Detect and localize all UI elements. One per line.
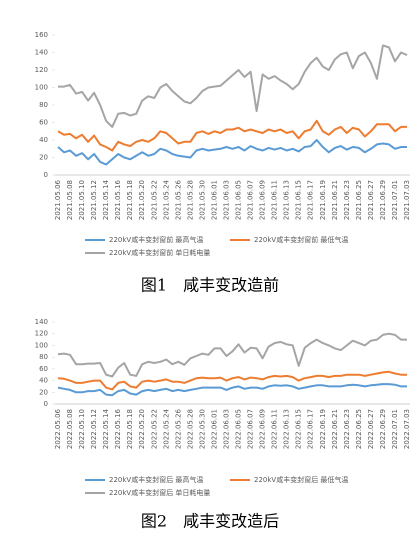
y-tick-label: 100 bbox=[35, 84, 48, 92]
x-tick-label: 2022.05.26 bbox=[174, 408, 182, 449]
x-tick-label: 2022.06.07 bbox=[247, 409, 255, 449]
series-line bbox=[58, 44, 408, 128]
x-tick-label: 2022.05.22 bbox=[150, 409, 158, 449]
y-tick-label: 40 bbox=[39, 136, 48, 144]
x-tick-label: 2021.05.30 bbox=[198, 180, 206, 220]
y-tick-label: 60 bbox=[39, 119, 48, 127]
x-tick-label: 2022.06.21 bbox=[331, 409, 339, 449]
x-tick-label: 2021.06.03 bbox=[222, 180, 230, 220]
x-tick-label: 2021.06.11 bbox=[271, 180, 279, 220]
x-tick-label: 2021.05.24 bbox=[162, 179, 170, 220]
legend-label: 220kV咸丰变封窗前 单日耗电量 bbox=[109, 248, 210, 257]
x-tick-label: 2021.06.17 bbox=[307, 180, 315, 220]
x-tick-label: 2022.05.20 bbox=[138, 409, 146, 449]
x-tick-label: 2021.06.15 bbox=[295, 180, 303, 220]
x-tick-label: 2022.05.14 bbox=[102, 408, 110, 449]
x-tick-label: 2021.05.18 bbox=[126, 180, 134, 220]
x-tick-label: 2021.05.06 bbox=[54, 179, 62, 220]
y-tick-label: 120 bbox=[35, 66, 48, 74]
x-tick-label: 2021.05.14 bbox=[102, 179, 110, 220]
x-tick-label: 2021.05.22 bbox=[150, 180, 158, 220]
x-tick-label: 2022.05.28 bbox=[186, 409, 194, 449]
legend-label: 220kV咸丰变封窗前 最高气温 bbox=[109, 235, 203, 244]
x-tick-label: 2021.06.19 bbox=[319, 180, 327, 220]
x-tick-label: 2021.06.29 bbox=[379, 180, 387, 220]
x-tick-label: 2022.05.10 bbox=[78, 409, 86, 449]
y-tick-label: 120 bbox=[35, 330, 48, 338]
x-tick-label: 2022.06.15 bbox=[295, 409, 303, 449]
y-tick-label: 160 bbox=[35, 31, 48, 39]
series-line bbox=[57, 383, 407, 397]
y-tick-label: 0 bbox=[44, 400, 48, 408]
x-tick-label: 2021.07.03 bbox=[403, 180, 411, 220]
y-tick-label: 20 bbox=[39, 388, 48, 396]
x-tick-label: 2022.06.11 bbox=[271, 409, 279, 449]
y-tick-label: 100 bbox=[35, 341, 48, 349]
x-tick-label: 2021.06.09 bbox=[259, 180, 267, 220]
x-tick-label: 2022.06.13 bbox=[283, 409, 291, 449]
x-tick-label: 2022.06.29 bbox=[379, 409, 387, 449]
x-tick-label: 2021.06.21 bbox=[331, 180, 339, 220]
x-tick-label: 2022.06.23 bbox=[343, 409, 351, 449]
legend-label: 220kV咸丰变封窗后 最高气温 bbox=[109, 475, 203, 484]
x-tick-label: 2022.06.17 bbox=[307, 409, 315, 449]
legend-label: 220kV咸丰变封窗前 最低气温 bbox=[254, 235, 348, 244]
x-tick-label: 2022.06.09 bbox=[259, 409, 267, 449]
x-tick-label: 2022.07.01 bbox=[391, 409, 399, 449]
x-tick-label: 2022.06.01 bbox=[210, 409, 218, 449]
figure-caption: 图2 咸丰变改造后 bbox=[141, 512, 279, 531]
x-tick-label: 2021.06.05 bbox=[235, 180, 243, 220]
series-line bbox=[57, 332, 407, 378]
x-tick-label: 2022.05.12 bbox=[90, 409, 98, 449]
x-tick-label: 2022.07.03 bbox=[403, 409, 411, 449]
y-tick-label: 0 bbox=[44, 171, 48, 179]
x-tick-label: 2022.05.16 bbox=[114, 408, 122, 449]
x-tick-label: 2021.05.16 bbox=[114, 179, 122, 220]
y-tick-label: 140 bbox=[35, 49, 48, 57]
series-line bbox=[57, 139, 407, 166]
x-tick-label: 2022.06.05 bbox=[235, 409, 243, 449]
x-tick-label: 2021.05.12 bbox=[90, 180, 98, 220]
y-tick-label: 80 bbox=[39, 353, 48, 361]
x-tick-label: 2022.06.03 bbox=[222, 409, 230, 449]
y-tick-label: 20 bbox=[39, 154, 48, 162]
x-tick-label: 2022.06.19 bbox=[319, 409, 327, 449]
x-tick-label: 2021.05.28 bbox=[186, 180, 194, 220]
y-tick-label: 80 bbox=[39, 101, 48, 109]
x-tick-label: 2022.05.24 bbox=[162, 408, 170, 449]
x-tick-label: 2021.05.08 bbox=[66, 180, 74, 220]
x-tick-label: 2022.05.08 bbox=[66, 409, 74, 449]
x-tick-label: 2022.05.18 bbox=[126, 409, 134, 449]
series-line bbox=[57, 370, 407, 391]
x-tick-label: 2021.06.07 bbox=[247, 180, 255, 220]
x-tick-label: 2021.06.13 bbox=[283, 180, 291, 220]
x-tick-label: 2022.06.27 bbox=[367, 409, 375, 449]
x-tick-label: 2021.05.10 bbox=[78, 180, 86, 220]
y-tick-label: 60 bbox=[39, 365, 48, 373]
x-tick-label: 2021.07.01 bbox=[391, 180, 399, 220]
x-tick-label: 2021.05.26 bbox=[174, 179, 182, 220]
x-tick-label: 2021.05.20 bbox=[138, 180, 146, 220]
x-tick-label: 2022.05.06 bbox=[54, 408, 62, 449]
y-tick-label: 40 bbox=[39, 377, 48, 385]
x-tick-label: 2021.06.23 bbox=[343, 180, 351, 220]
series-line bbox=[57, 119, 407, 152]
x-tick-label: 2021.06.01 bbox=[210, 180, 218, 220]
figure-caption: 图1 咸丰变改造前 bbox=[141, 276, 279, 295]
x-tick-label: 2022.06.25 bbox=[355, 409, 363, 449]
legend-label: 220kV咸丰变封窗后 最低气温 bbox=[254, 475, 348, 484]
legend-label: 220kV咸丰变封窗后 单日耗电量 bbox=[109, 488, 210, 497]
y-tick-label: 140 bbox=[35, 318, 48, 326]
x-tick-label: 2021.06.25 bbox=[355, 180, 363, 220]
x-tick-label: 2022.05.30 bbox=[198, 409, 206, 449]
x-tick-label: 2021.06.27 bbox=[367, 180, 375, 220]
